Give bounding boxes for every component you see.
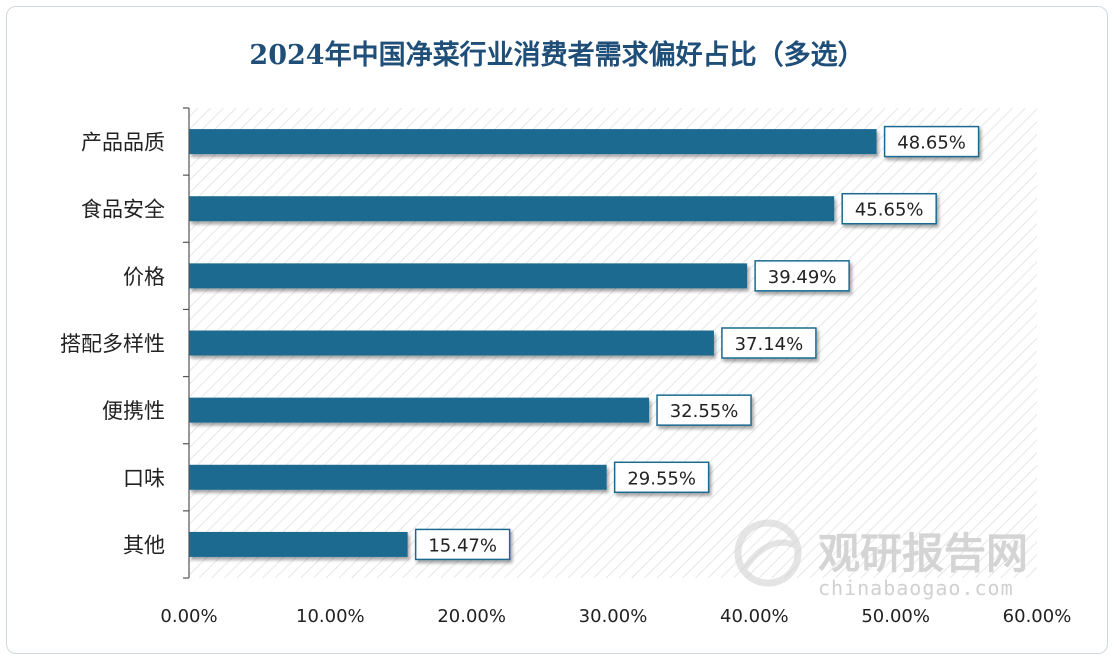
- bars-layer: [189, 129, 877, 557]
- data-label: 37.14%: [735, 334, 804, 355]
- chart-title: 2024年中国净菜行业消费者需求偏好占比（多选）: [249, 39, 864, 71]
- watermark-sub: chinabaogao.com: [818, 576, 1014, 600]
- category-label: 搭配多样性: [60, 332, 165, 356]
- x-tick-label: 30.00%: [579, 606, 648, 627]
- data-label-box: [721, 327, 817, 359]
- data-label-box: [613, 461, 710, 494]
- category-label: 口味: [123, 466, 165, 490]
- category-label: 产品品质: [81, 131, 165, 155]
- data-label: 39.49%: [768, 267, 837, 288]
- bar: [189, 263, 748, 289]
- data-label-box: [883, 125, 980, 158]
- watermark-logo-icon: [734, 519, 802, 587]
- bar: [189, 397, 650, 423]
- watermark-main: 观研报告网: [818, 529, 1028, 578]
- labels-layer: 48.65% 45.65% 39.49% 37.14% 32.55% 29.55% 15.4…: [414, 125, 980, 561]
- watermark: 观研报告网 chinabaogao.com: [734, 519, 1028, 600]
- data-label: 29.55%: [627, 468, 696, 489]
- data-label: 48.65%: [897, 133, 966, 154]
- x-tick-label: 10.00%: [296, 606, 365, 627]
- data-label-box: [414, 528, 511, 561]
- x-axis-ticks: 0.00% 10.00% 20.00% 30.00% 40.00% 50.00% 60.00…: [160, 606, 1071, 627]
- category-label: 便携性: [102, 399, 165, 423]
- category-label: 价格: [123, 265, 165, 289]
- bar: [189, 330, 714, 356]
- data-label-box: [754, 260, 850, 292]
- data-label: 32.55%: [670, 401, 739, 422]
- category-label: 食品安全: [81, 198, 165, 222]
- category-label: 其他: [123, 533, 165, 557]
- bar: [189, 196, 835, 222]
- data-label: 15.47%: [428, 535, 497, 556]
- bar: [189, 129, 877, 155]
- data-label: 45.65%: [855, 200, 924, 221]
- data-label-box: [841, 192, 937, 225]
- bar: [189, 531, 408, 557]
- bar: [189, 464, 607, 490]
- x-tick-label: 60.00%: [1003, 606, 1072, 627]
- x-tick-label: 0.00%: [160, 606, 217, 627]
- x-tick-label: 40.00%: [720, 606, 789, 627]
- x-tick-label: 20.00%: [437, 606, 506, 627]
- x-tick-label: 50.00%: [861, 606, 930, 627]
- data-label-box: [656, 394, 752, 426]
